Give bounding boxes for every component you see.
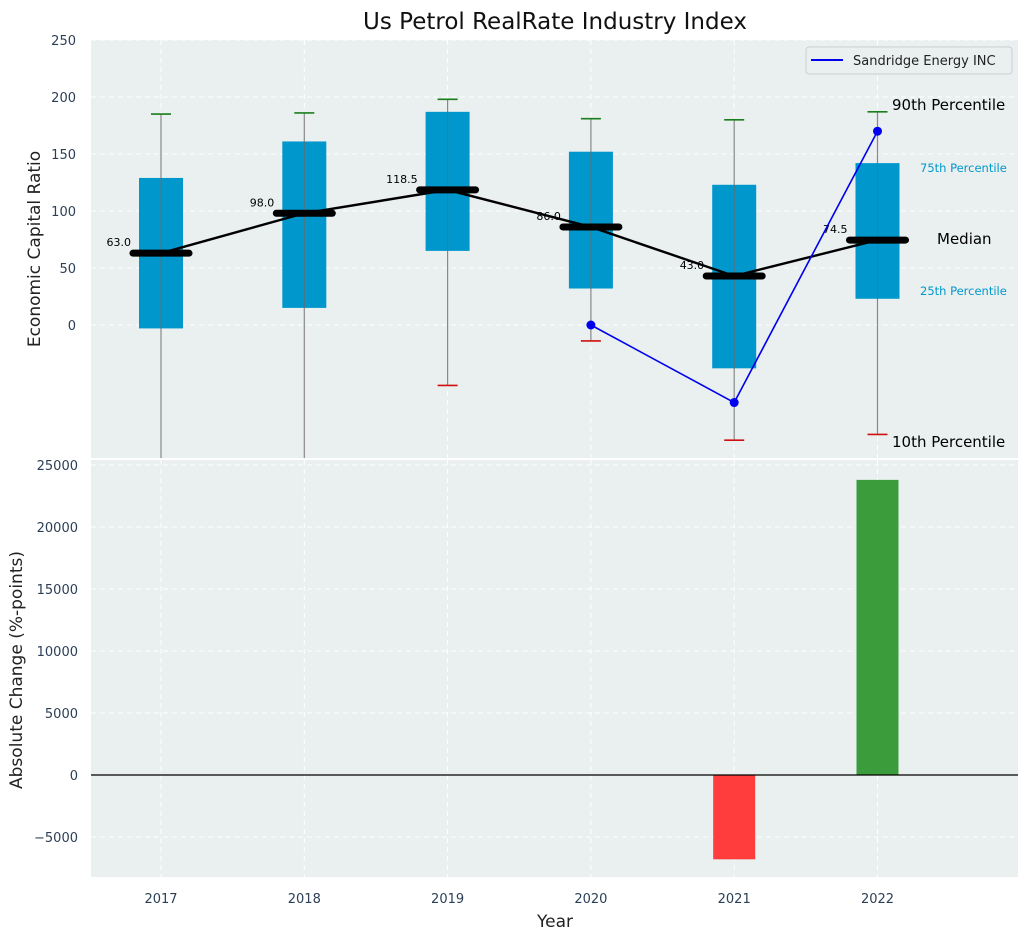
x-tick-label: 2022 bbox=[861, 892, 894, 907]
bottom-y-tick-label: 10000 bbox=[37, 645, 78, 660]
x-tick-label: 2019 bbox=[431, 892, 464, 907]
top-y-tick-label: 100 bbox=[51, 205, 76, 220]
top-y-tick-label: 150 bbox=[51, 148, 76, 163]
top-y-tick-label: 200 bbox=[51, 91, 76, 106]
median-line bbox=[160, 188, 878, 278]
top-y-tick-labels: 0 50 100 150 200 250 bbox=[51, 34, 76, 334]
x-tick-label: 2021 bbox=[718, 892, 751, 907]
legend-box bbox=[805, 46, 1013, 75]
change-bar bbox=[713, 775, 756, 860]
legend: Sandridge Energy INC bbox=[805, 46, 1013, 75]
median-value-label: 98.0 bbox=[250, 196, 275, 209]
bottom-y-tick-label: 5000 bbox=[45, 707, 78, 722]
median-annotation: Median bbox=[937, 230, 992, 248]
x-tick-label: 2020 bbox=[574, 892, 607, 907]
series-point bbox=[729, 398, 739, 408]
median-trend-line bbox=[160, 188, 878, 278]
bottom-y-tick-label: 25000 bbox=[37, 459, 78, 474]
p75-annotation: 75th Percentile bbox=[920, 161, 1007, 175]
percentile-annotations: 90th Percentile 75th Percentile Median 2… bbox=[892, 96, 1007, 451]
bottom-y-tick-label: −5000 bbox=[34, 831, 78, 846]
x-tick-label: 2017 bbox=[144, 892, 177, 907]
p10-annotation: 10th Percentile bbox=[892, 433, 1005, 451]
bottom-y-tick-label: 0 bbox=[70, 769, 78, 784]
median-value-label: 43.0 bbox=[680, 259, 705, 272]
p90-annotation: 90th Percentile bbox=[892, 96, 1005, 114]
series-point bbox=[873, 126, 882, 136]
x-tick-label: 2018 bbox=[288, 892, 321, 907]
top-y-axis-label: Economic Capital Ratio bbox=[25, 151, 45, 347]
top-y-tick-label: 0 bbox=[68, 319, 76, 334]
bottom-y-tick-label: 20000 bbox=[37, 521, 78, 536]
bottom-y-axis-label: Absolute Change (%-points) bbox=[7, 551, 27, 789]
series-point bbox=[586, 320, 596, 330]
p25-annotation: 25th Percentile bbox=[920, 284, 1007, 298]
company-series bbox=[586, 126, 882, 408]
bottom-y-tick-label: 15000 bbox=[37, 583, 78, 598]
top-y-tick-label: 250 bbox=[51, 34, 76, 49]
median-value-label: 118.5 bbox=[386, 173, 418, 186]
bottom-y-tick-labels: −5000 0 5000 10000 15000 20000 25000 bbox=[34, 459, 78, 846]
median-value-label: 74.5 bbox=[823, 223, 848, 236]
top-y-tick-label: 50 bbox=[59, 262, 76, 277]
change-bars bbox=[713, 479, 899, 860]
x-axis-label: Year bbox=[536, 912, 573, 932]
legend-entry: Sandridge Energy INC bbox=[853, 54, 996, 69]
change-bar bbox=[856, 479, 899, 775]
median-value-label: 63.0 bbox=[107, 236, 132, 249]
chart-title: Us Petrol RealRate Industry Index bbox=[363, 9, 747, 35]
x-tick-labels: 2017 2018 2019 2020 2021 2022 bbox=[144, 892, 894, 907]
